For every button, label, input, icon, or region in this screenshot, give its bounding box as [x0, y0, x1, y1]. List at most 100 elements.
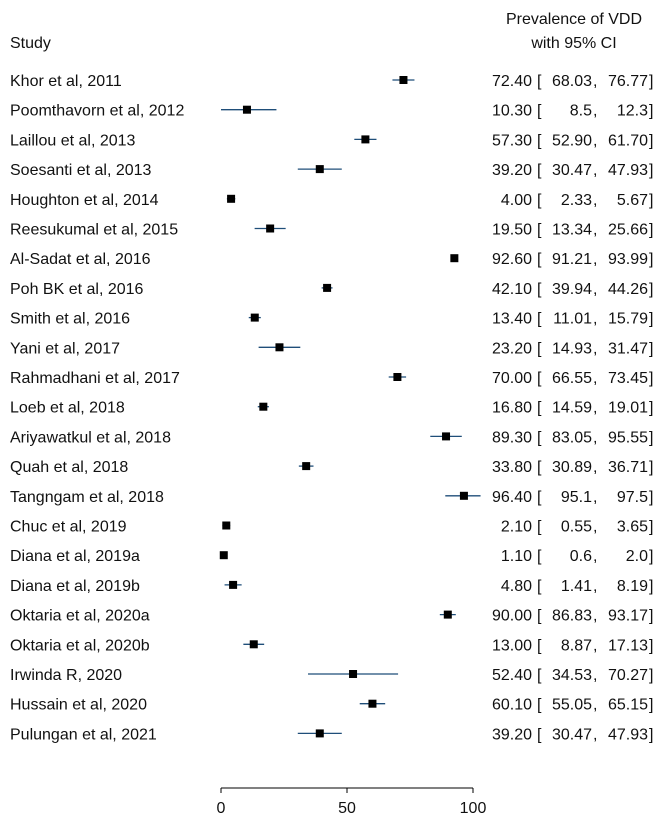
estimate-value: 13.40	[492, 311, 532, 328]
study-name: Chuc et al, 2019	[10, 519, 127, 536]
study-name: Houghton et al, 2014	[10, 192, 159, 209]
ci-lower-value: 13.34	[552, 222, 592, 239]
ci-upper-value: 93.99	[608, 251, 648, 268]
study-name: Oktaria et al, 2020a	[10, 608, 150, 625]
ci-lower-value: 68.03	[552, 73, 592, 90]
ci-comma: ,	[593, 370, 597, 387]
study-row: Reesukumal et al, 2015 19.50 [13.34, 25.66]	[10, 222, 653, 239]
ci-comma: ,	[593, 667, 597, 684]
ci-close-bracket: ]	[649, 608, 653, 625]
ci-close-bracket: ]	[649, 578, 653, 595]
estimate-value: 57.30	[492, 132, 532, 149]
ci-comma: ,	[593, 608, 597, 625]
estimate-value: 52.40	[492, 667, 532, 684]
ci-close-bracket: ]	[649, 192, 653, 209]
ci-lower-value: 83.05	[552, 429, 592, 446]
study-name: Smith et al, 2016	[10, 311, 130, 328]
study-row: Hussain et al, 2020 60.10 [55.05, 65.15]	[10, 697, 653, 714]
estimate-value: 90.00	[492, 608, 532, 625]
ci-close-bracket: ]	[649, 459, 653, 476]
ci-lower-value: 30.47	[552, 726, 592, 743]
ci-comma: ,	[593, 578, 597, 595]
ci-lower-value: 52.90	[552, 132, 592, 149]
ci-open-bracket: [	[537, 103, 542, 120]
ci-lower-value: 14.59	[552, 400, 592, 417]
study-row: Yani et al, 2017 23.20 [14.93, 31.47]	[10, 340, 653, 357]
ci-open-bracket: [	[537, 489, 542, 506]
ci-close-bracket: ]	[649, 726, 653, 743]
estimate-marker	[219, 551, 228, 560]
estimate-value: 96.40	[492, 489, 532, 506]
ci-lower-value: 30.89	[552, 459, 592, 476]
study-row: Pulungan et al, 2021 39.20 [30.47, 47.93]	[10, 726, 653, 743]
estimate-marker	[229, 580, 238, 589]
ci-comma: ,	[593, 429, 597, 446]
header: Study Prevalence of VDD with 95% CI	[10, 11, 642, 52]
ci-open-bracket: [	[537, 459, 542, 476]
ci-comma: ,	[593, 459, 597, 476]
ci-comma: ,	[593, 132, 597, 149]
ci-open-bracket: [	[537, 132, 542, 149]
ci-lower-value: 11.01	[553, 311, 592, 328]
estimate-marker	[393, 373, 402, 381]
study-name: Al-Sadat et al, 2016	[10, 251, 151, 268]
study-name: Poomthavorn et al, 2012	[10, 103, 184, 120]
x-tick-label: 100	[460, 800, 487, 817]
ci-close-bracket: ]	[649, 400, 653, 417]
study-row: Rahmadhani et al, 2017 70.00 [66.55, 73.45]	[10, 370, 653, 387]
estimate-value: 89.30	[492, 429, 532, 446]
ci-close-bracket: ]	[649, 519, 653, 536]
ci-upper-value: 19.01	[608, 400, 648, 417]
study-row: Al-Sadat et al, 2016 92.60 [91.21, 93.99]	[10, 251, 653, 268]
estimate-marker	[315, 165, 324, 174]
estimate-marker	[399, 76, 408, 84]
ci-close-bracket: ]	[649, 548, 653, 565]
ci-close-bracket: ]	[649, 162, 653, 179]
ci-lower-value: 39.94	[552, 281, 592, 298]
study-name: Laillou et al, 2013	[10, 132, 136, 149]
ci-upper-value: 95.55	[608, 429, 648, 446]
ci-upper-value: 61.70	[608, 132, 648, 149]
ci-lower-value: 91.21	[552, 251, 592, 268]
ci-upper-value: 44.26	[608, 281, 648, 298]
estimate-marker	[249, 640, 258, 649]
ci-lower-value: 86.83	[552, 608, 592, 625]
estimate-column-header-line2: with 95% CI	[530, 35, 616, 52]
estimate-value: 10.30	[492, 103, 532, 120]
ci-comma: ,	[593, 311, 597, 328]
ci-comma: ,	[593, 251, 597, 268]
ci-close-bracket: ]	[649, 251, 653, 268]
estimate-marker	[368, 699, 377, 708]
x-tick-label: 50	[338, 800, 356, 817]
estimate-marker	[222, 521, 231, 530]
ci-upper-value: 15.79	[608, 311, 648, 328]
ci-upper-value: 12.3	[617, 103, 648, 120]
study-row: Oktaria et al, 2020a 90.00 [86.83, 93.17]	[10, 608, 653, 625]
estimate-marker	[227, 194, 236, 203]
study-row: Laillou et al, 2013 57.30 [52.90, 61.70]	[10, 132, 653, 149]
study-row: Khor et al, 2011 72.40 [68.03, 76.77]	[10, 73, 653, 90]
ci-comma: ,	[593, 162, 597, 179]
ci-open-bracket: [	[537, 162, 542, 179]
study-row: Ariyawatkul et al, 2018 89.30 [83.05, 95.55…	[10, 429, 653, 446]
study-row: Poh BK et al, 2016 42.10 [39.94, 44.26]	[10, 281, 653, 298]
study-name: Soesanti et al, 2013	[10, 162, 152, 179]
ci-upper-value: 2.0	[626, 548, 648, 565]
ci-open-bracket: [	[537, 370, 542, 387]
study-name: Diana et al, 2019b	[10, 578, 140, 595]
ci-comma: ,	[593, 400, 597, 417]
estimate-value: 70.00	[492, 370, 532, 387]
study-name: Poh BK et al, 2016	[10, 281, 144, 298]
estimate-marker	[302, 462, 311, 471]
ci-lower-value: 0.6	[570, 548, 592, 565]
ci-comma: ,	[593, 340, 597, 357]
ci-open-bracket: [	[537, 697, 542, 714]
study-rows: Khor et al, 2011 72.40 [68.03, 76.77] Poomth…	[10, 73, 653, 743]
ci-open-bracket: [	[537, 578, 542, 595]
estimate-value: 19.50	[492, 222, 532, 239]
ci-close-bracket: ]	[649, 311, 653, 328]
ci-lower-value: 1.41	[561, 578, 592, 595]
estimate-value: 23.20	[492, 340, 532, 357]
ci-lower-value: 8.5	[570, 103, 592, 120]
ci-comma: ,	[593, 489, 597, 506]
